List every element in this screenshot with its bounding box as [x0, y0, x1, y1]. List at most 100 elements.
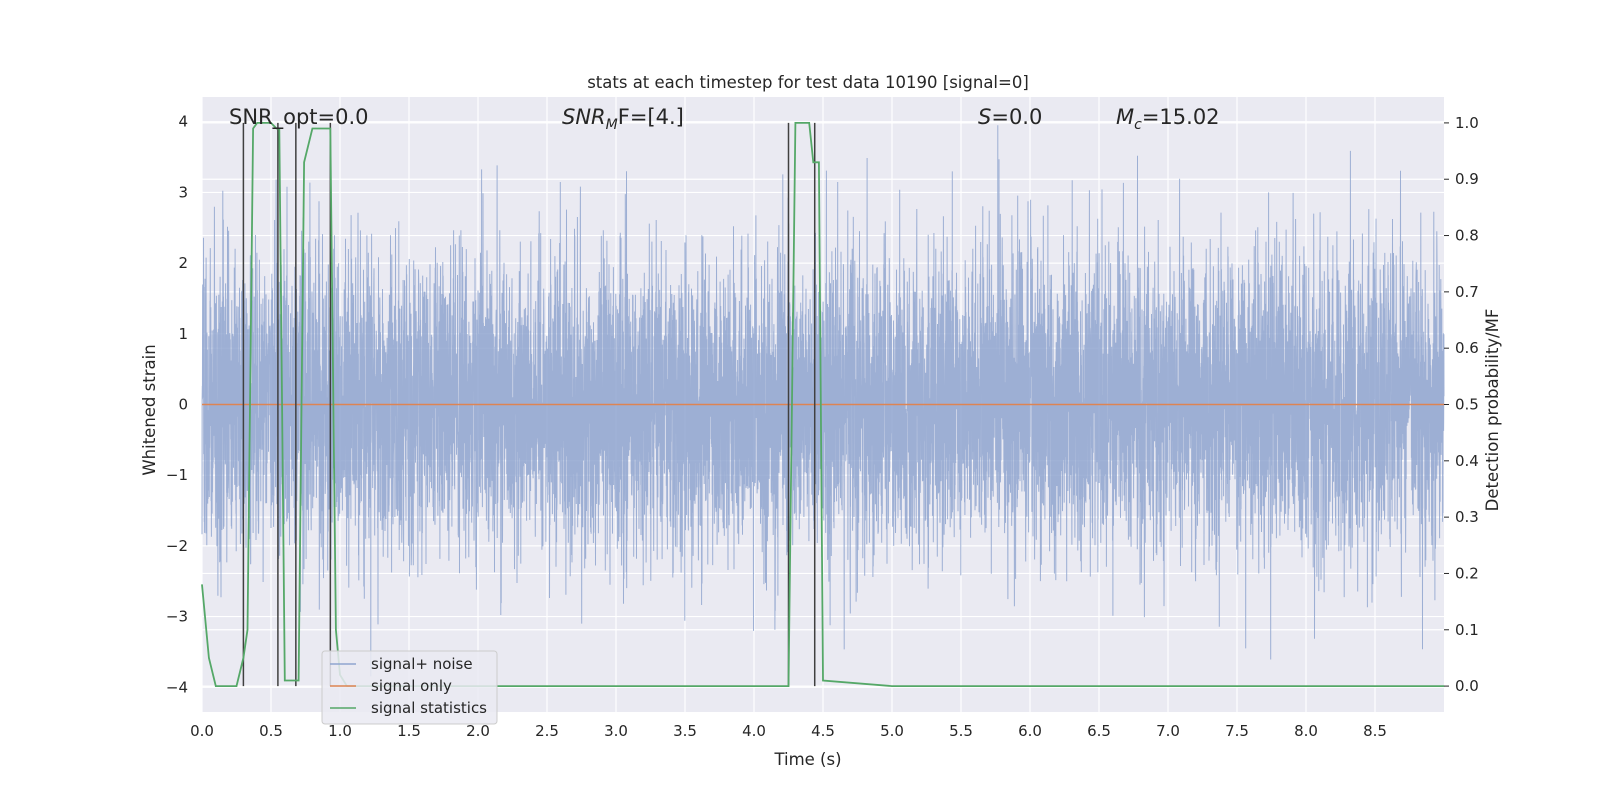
x-axis-ticks: 0.0 0.5 1.0 1.5 2.0 2.5 3.0 3.5 4.0 4.5 5.0 5.5 6.0 6…	[190, 722, 1387, 740]
y-axis-ticks: 4 3 2 1 0 −1 −2 −3 −4	[166, 113, 188, 697]
signal-statistics-point	[222, 685, 224, 687]
signal-statistics-series	[201, 122, 1445, 687]
signal-statistics-point	[808, 122, 810, 124]
signal-statistics-point	[311, 127, 313, 130]
right-y-tick-label: 0.9	[1455, 170, 1479, 188]
annotation-s-rest: =0.0	[991, 105, 1042, 129]
signal-statistics-point	[318, 127, 320, 130]
x-tick-label: 8.0	[1294, 722, 1318, 740]
signal-statistics-point	[812, 161, 814, 163]
x-tick-label: 7.5	[1225, 722, 1249, 740]
signal-statistics-point	[891, 685, 893, 687]
signal-statistics-point	[818, 161, 820, 163]
signal-statistics-point	[801, 122, 803, 124]
annotation-snr-mf-rest: F=[4.]	[618, 105, 684, 129]
y-tick-label: −2	[166, 537, 188, 555]
y-tick-label: 4	[178, 113, 188, 131]
signal-statistics-point	[278, 127, 280, 130]
y-tick-label: −4	[166, 678, 188, 696]
signal-statistics-point	[215, 685, 217, 687]
x-tick-label: 2.5	[535, 722, 559, 740]
signal-statistics-point	[284, 679, 286, 682]
y-tick-label: 2	[178, 254, 188, 272]
signal-statistics-point	[229, 685, 231, 687]
x-tick-label: 2.0	[466, 722, 490, 740]
right-y-tick-label: 0.3	[1455, 508, 1479, 526]
signal-statistics-point	[252, 127, 254, 130]
right-y-tick-label: 0.6	[1455, 339, 1479, 357]
signal-statistics-point	[246, 629, 249, 631]
annotation-snr-mf-base: SNR	[562, 105, 606, 129]
legend-label-signal-statistics: signal statistics	[371, 699, 487, 717]
signal-statistics-point	[208, 657, 210, 659]
x-tick-label: 8.5	[1363, 722, 1387, 740]
right-y-tick-label: 0.0	[1455, 677, 1479, 695]
annotation-mc-base: M	[1116, 105, 1134, 129]
x-tick-label: 3.5	[673, 722, 697, 740]
signal-statistics-point	[275, 127, 278, 130]
legend-label-signal-plus-noise: signal+ noise	[371, 655, 473, 673]
signal-plus-noise-series	[201, 125, 1445, 677]
signal-plus-noise-line	[201, 125, 1445, 677]
signal-statistics-point	[201, 584, 203, 586]
y-tick-label: −3	[166, 608, 188, 626]
plot-area	[201, 97, 1445, 712]
signal-statistics-point	[794, 122, 797, 124]
annotation-s: S=0.0	[978, 105, 1042, 129]
right-y-axis-label: Detection probability/MF	[1483, 309, 1502, 512]
x-tick-label: 0.0	[190, 722, 214, 740]
signal-statistics-point	[787, 685, 790, 687]
x-tick-label: 6.0	[1018, 722, 1042, 740]
annotation-mc: Mc=15.02	[1116, 105, 1220, 133]
signal-statistics-point	[325, 127, 327, 130]
right-y-tick-label: 0.1	[1455, 621, 1479, 639]
signal-statistics-point	[235, 685, 238, 687]
signal-statistics-point	[270, 122, 272, 124]
legend-label-signal-only: signal only	[371, 677, 452, 695]
right-y-tick-label: 0.4	[1455, 452, 1479, 470]
event-vertical-lines	[242, 122, 816, 687]
signal-statistics-point	[303, 161, 305, 163]
y-tick-label: 0	[178, 396, 188, 414]
legend-box	[321, 650, 498, 725]
x-axis-label: Time (s)	[773, 750, 841, 769]
signal-statistics-point	[298, 679, 300, 682]
annotation-s-italic: S	[978, 105, 991, 129]
y-axis-label: Whitened strain	[140, 344, 159, 475]
x-tick-label: 5.5	[949, 722, 973, 740]
x-tick-label: 0.5	[259, 722, 283, 740]
x-tick-label: 7.0	[1156, 722, 1180, 740]
annotation-snr-mf: SNRMF=[4.]	[562, 105, 684, 133]
annotation-mc-rest: =15.02	[1142, 105, 1220, 129]
signal-statistics-point	[263, 122, 265, 124]
y-tick-label: 1	[178, 325, 188, 343]
x-tick-label: 1.0	[328, 722, 352, 740]
signal-statistics-point	[781, 685, 783, 687]
chart-title: stats at each timestep for test data 101…	[587, 73, 1029, 92]
signal-statistics-point	[256, 122, 258, 124]
y-tick-label: −1	[166, 466, 188, 484]
x-tick-label: 4.5	[811, 722, 835, 740]
x-tick-label: 4.0	[742, 722, 766, 740]
annotation-mc-sub: c	[1134, 117, 1142, 133]
right-y-tick-label: 0.8	[1455, 227, 1479, 245]
x-tick-label: 5.0	[880, 722, 904, 740]
signal-statistics-point	[335, 629, 337, 631]
annotation-snr-opt: SNR_opt=0.0	[229, 105, 369, 130]
right-y-tick-label: 1.0	[1455, 114, 1479, 132]
x-tick-label: 6.5	[1087, 722, 1111, 740]
legend: signal+ noise signal only signal statist…	[321, 650, 498, 725]
y-tick-label: 3	[178, 183, 188, 201]
signal-statistics-point	[822, 679, 824, 682]
right-y-tick-label: 0.2	[1455, 564, 1479, 582]
annotation-snr-mf-sub: M	[606, 117, 618, 133]
right-y-tick-label: 0.5	[1455, 396, 1479, 414]
signal-statistics-point	[291, 679, 293, 682]
signal-statistics-point	[329, 127, 331, 130]
right-y-axis-ticks: 1.0 0.9 0.8 0.7 0.6 0.5 0.4 0.3 0.2 0.1 0.0	[1444, 114, 1479, 695]
signal-statistics-point	[242, 657, 244, 659]
x-tick-label: 1.5	[397, 722, 421, 740]
x-tick-label: 3.0	[604, 722, 628, 740]
right-y-tick-label: 0.7	[1455, 283, 1479, 301]
